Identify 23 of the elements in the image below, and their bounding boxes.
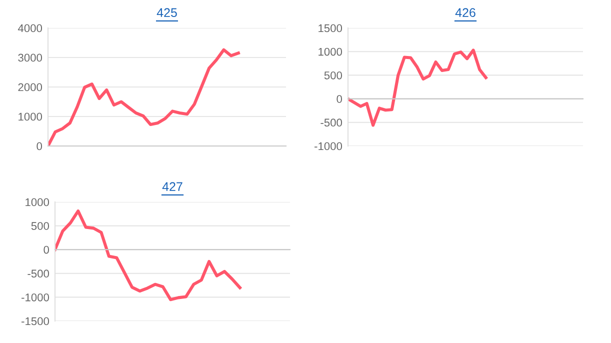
y-tick-label: 500 xyxy=(324,71,342,80)
y-tick-label: 2000 xyxy=(18,83,42,92)
chart-title: 425 xyxy=(156,8,177,18)
y-tick-label: 0 xyxy=(36,142,42,150)
y-tick-label: 1000 xyxy=(318,48,342,56)
y-tick-label: -1500 xyxy=(22,317,50,326)
y-tick-label: 4000 xyxy=(18,24,42,32)
y-tick-label: -500 xyxy=(320,118,342,127)
line-series xyxy=(348,48,488,127)
y-tick-label: 500 xyxy=(31,222,50,230)
y-tick-label: 1000 xyxy=(18,112,42,121)
y-tick-label: 0 xyxy=(336,95,342,103)
y-tick-label: -1000 xyxy=(22,293,50,302)
chart-title: 426 xyxy=(455,8,476,18)
line-series xyxy=(48,48,240,146)
y-tick-label: -1000 xyxy=(314,142,342,150)
y-tick-label: 1000 xyxy=(26,198,50,206)
y-tick-label: 1500 xyxy=(318,24,342,32)
y-tick-label: 3000 xyxy=(18,54,42,62)
y-tick-label: 0 xyxy=(44,246,50,254)
line-series xyxy=(55,210,242,302)
chart-title: 427 xyxy=(162,182,182,191)
y-tick-label: -500 xyxy=(28,270,50,278)
